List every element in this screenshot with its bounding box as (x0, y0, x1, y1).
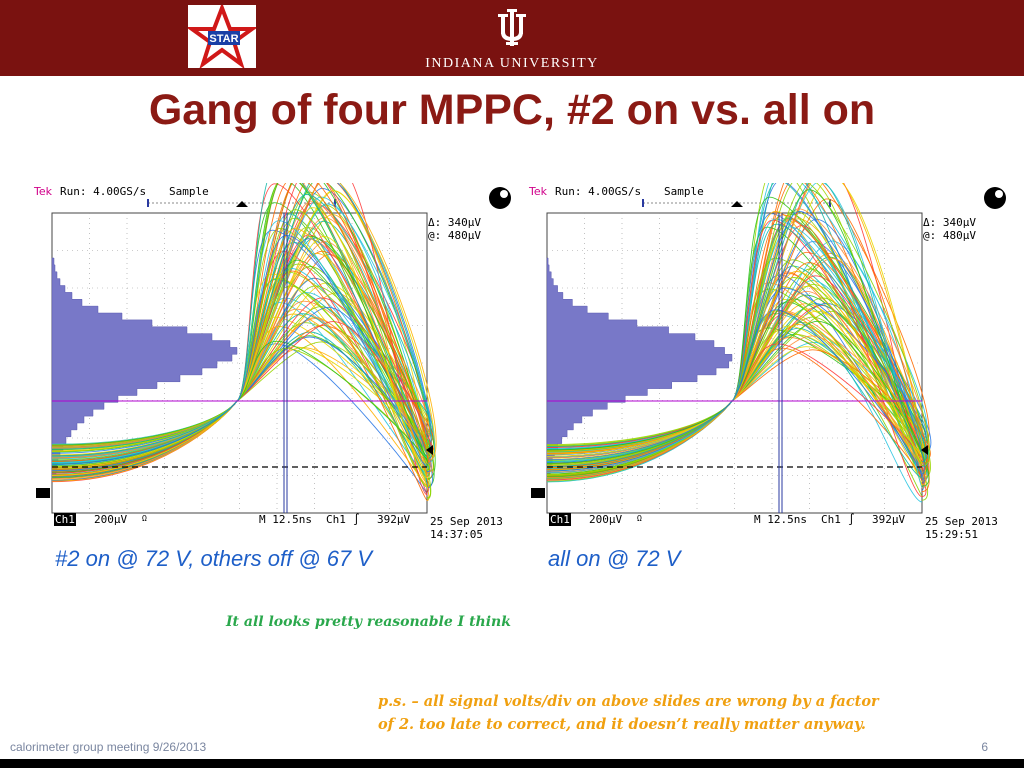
eye-icon (984, 187, 1006, 209)
amplitude-histogram (546, 257, 733, 479)
cursor-at: @: 480µV (923, 229, 976, 242)
waveform-trace (546, 298, 930, 487)
star-logo: STAR (185, 2, 259, 70)
trigger-slope-icon: ∫ (848, 513, 855, 526)
waveform-trace (51, 234, 428, 468)
cursor-delta: Δ: 340µV (428, 216, 481, 229)
volts-per-div: 200µV (589, 513, 623, 526)
waveform-trace (51, 292, 428, 464)
waveform-trace (546, 210, 925, 475)
scope-run-rate: Run: 4.00GS/s (555, 185, 642, 198)
trigger-level: 392µV (872, 513, 906, 526)
bottom-bar (0, 759, 1024, 768)
volts-per-div: 200µV (94, 513, 128, 526)
bandwidth-mark: Ω (637, 514, 642, 523)
trigger-channel: Ch1 (326, 513, 346, 526)
waveform-overlay (546, 183, 932, 503)
iu-trident-icon (498, 9, 526, 46)
page-number: 6 (981, 740, 988, 754)
waveform-trace (51, 308, 432, 480)
scope-plot-right (531, 183, 1006, 514)
scope-date: 25 Sep 2013 (925, 515, 998, 528)
ps-line-1: p.s. – all signal volts/div on above sli… (378, 693, 879, 710)
star-logo-text: STAR (209, 33, 238, 45)
oscilloscope-screenshot-right: Tek Run: 4.00GS/s Sample Δ: 340µV @: 480… (525, 183, 1020, 543)
waveform-trace (546, 310, 923, 464)
channel-ground-marker (531, 488, 545, 498)
waveform-trace (51, 183, 430, 461)
waveform-trace (546, 223, 927, 468)
channel-label: Ch1 (549, 513, 571, 526)
caption-right: all on @ 72 V (548, 546, 681, 571)
trigger-position-icon (236, 201, 248, 207)
eye-icon (489, 187, 511, 209)
ps-line-2: of 2. too late to correct, and it doesn’… (378, 716, 866, 733)
trigger-level-icon (921, 445, 928, 455)
oscilloscope-screenshot-left: Tek Run: 4.00GS/s Sample Δ: 340µV @: 480… (30, 183, 525, 543)
scope-acq-mode: Sample (664, 185, 704, 198)
caption-left: #2 on @ 72 V, others off @ 67 V (55, 546, 372, 571)
trigger-position-icon (731, 201, 743, 207)
channel-label: Ch1 (54, 513, 76, 526)
ps-note: p.s. – all signal volts/div on above sli… (378, 690, 1018, 736)
scope-plot-left (36, 183, 511, 514)
scope-acq-mode: Sample (169, 185, 209, 198)
cursor-delta: Δ: 340µV (923, 216, 976, 229)
slide-title: Gang of four MPPC, #2 on vs. all on (148, 86, 876, 134)
trigger-channel: Ch1 (821, 513, 841, 526)
waveform-trace (546, 335, 923, 479)
comment-note: It all looks pretty reasonable I think (226, 614, 511, 630)
scope-brand: Tek (529, 185, 547, 198)
trigger-level-icon (426, 445, 433, 455)
waveform-trace (546, 297, 926, 474)
waveform-trace (51, 321, 429, 474)
scope-time: 14:37:05 (430, 528, 483, 541)
header-bar: STAR INDIANA UNIVERSITY (0, 0, 1024, 76)
waveform-trace (51, 207, 428, 481)
timebase: M 12.5ns (754, 513, 807, 526)
timebase: M 12.5ns (259, 513, 312, 526)
eye-icon-highlight (995, 190, 1003, 198)
scope-time: 15:29:51 (925, 528, 978, 541)
university-name: INDIANA UNIVERSITY (425, 56, 599, 71)
scope-brand: Tek (34, 185, 52, 198)
waveform-overlay (51, 183, 437, 502)
waveform-trace (51, 228, 429, 489)
footer-meeting: calorimeter group meeting 9/26/2013 (10, 740, 207, 754)
waveform-trace (51, 336, 432, 473)
trigger-slope-icon: ∫ (353, 513, 360, 526)
waveform-trace (51, 220, 428, 458)
scope-run-rate: Run: 4.00GS/s (60, 185, 147, 198)
bandwidth-mark: Ω (142, 514, 147, 523)
amplitude-histogram (51, 257, 238, 479)
waveform-trace (51, 183, 428, 457)
scope-date: 25 Sep 2013 (430, 515, 503, 528)
waveform-trace (51, 285, 430, 470)
waveform-trace (51, 313, 428, 482)
trigger-level: 392µV (377, 513, 411, 526)
channel-ground-marker (36, 488, 50, 498)
waveform-trace (546, 325, 923, 457)
eye-icon-highlight (500, 190, 508, 198)
cursor-at: @: 480µV (428, 229, 481, 242)
